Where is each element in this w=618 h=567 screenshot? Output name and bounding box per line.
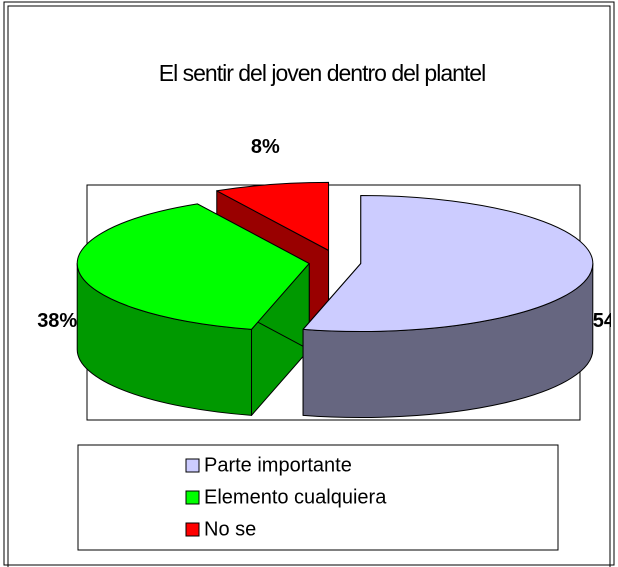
pie-slice <box>302 195 594 418</box>
legend-items: Parte importante Elemento cualquiera No se <box>185 454 387 540</box>
slice-top <box>76 203 310 330</box>
data-label: 38% <box>37 310 77 332</box>
pie <box>76 181 594 418</box>
legend-label: No se <box>204 518 256 540</box>
slice-top <box>216 181 330 251</box>
legend <box>77 444 559 551</box>
slice-top <box>302 195 594 332</box>
inner-border <box>7 5 611 567</box>
legend-label: Elemento cualquiera <box>204 486 387 508</box>
legend-swatch <box>185 458 200 473</box>
data-labels: 54% 38% 8% <box>37 136 618 332</box>
pie-slice <box>76 203 310 416</box>
legend-swatch <box>185 490 200 505</box>
legend-label: Parte importante <box>204 454 352 476</box>
legend-swatch <box>185 522 200 537</box>
chart-title: El sentir del joven dentro del plantel <box>159 60 485 86</box>
outer-border <box>3 1 615 566</box>
data-label: 8% <box>251 136 280 158</box>
data-label: 54% <box>593 310 618 332</box>
